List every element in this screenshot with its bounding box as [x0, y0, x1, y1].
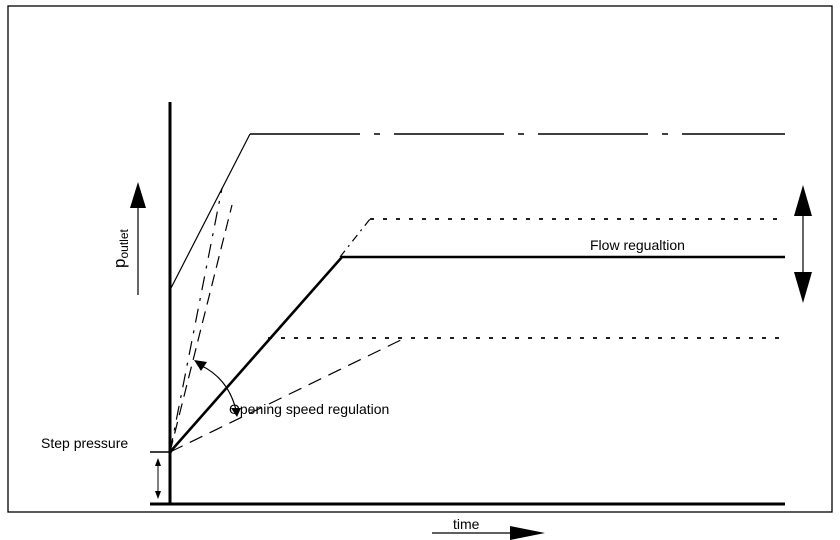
steep-dashdot-ramp [169, 187, 223, 453]
diagram-frame [7, 5, 833, 513]
p-outlet-arrow-head [130, 182, 146, 208]
p-outlet-label: poutlet [110, 229, 131, 268]
opening-speed-regulation-label: Opening speed regulation [229, 401, 389, 417]
steep-dashed-ramp [169, 204, 233, 453]
flow-regulation-line [169, 255, 785, 453]
step-pressure-arrow-down [155, 491, 161, 499]
range-arrow-head-down [794, 272, 812, 303]
range-arrow-head-up [794, 185, 812, 216]
upper-ramp-line [169, 133, 251, 291]
lower-dashed-ramp [169, 337, 406, 453]
opening-speed-curve-head-start [194, 360, 207, 371]
step-pressure-arrow-up [155, 458, 161, 466]
step-pressure-label: Step pressure [41, 435, 128, 451]
opening-speed-curve [199, 364, 237, 411]
time-arrow-head [510, 526, 545, 540]
time-label: time [453, 516, 480, 532]
mid-dashdot-ramp [339, 218, 371, 258]
opening-speed-curve-head-end [231, 408, 241, 417]
flow-regulation-label: Flow regualtion [590, 237, 685, 253]
